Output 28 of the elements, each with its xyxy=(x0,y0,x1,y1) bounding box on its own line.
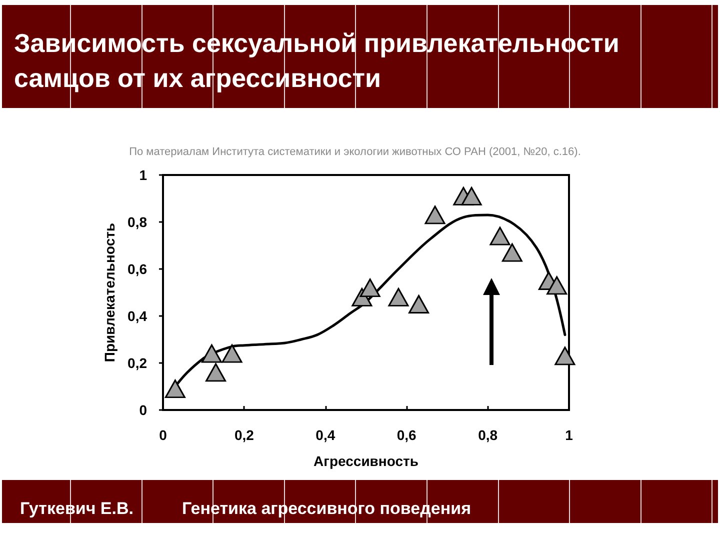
y-axis-title: Привлекательность xyxy=(102,222,118,362)
y-tick-label: 0,6 xyxy=(128,261,148,277)
point xyxy=(424,206,446,224)
point xyxy=(502,243,522,262)
point xyxy=(360,278,380,298)
point xyxy=(206,363,226,382)
x-tick-label: 0,6 xyxy=(396,427,417,443)
x-tick-label: 0,2 xyxy=(234,427,254,443)
text: По материалам Института систематики и экологии животных СО РАН (2001, №20, с.16). xyxy=(128,146,582,158)
point xyxy=(201,344,222,363)
point xyxy=(554,346,576,366)
x-tick-label: 1 xyxy=(565,427,574,443)
x-tick-label: 0,8 xyxy=(478,427,498,443)
y-tick-label: 0 xyxy=(139,402,148,418)
point xyxy=(408,295,430,314)
point xyxy=(388,288,409,306)
point xyxy=(222,344,242,363)
y-tick-label: 1 xyxy=(139,167,148,183)
point xyxy=(546,276,568,295)
point xyxy=(164,380,186,398)
x-tick-label: 0 xyxy=(159,427,168,443)
point xyxy=(490,226,510,246)
x-axis-title: Агрессивность xyxy=(314,453,419,469)
y-tick-label: 0,4 xyxy=(128,308,148,324)
y-tick-label: 0,2 xyxy=(128,355,148,371)
y-tick-label: 0,8 xyxy=(128,214,148,230)
x-tick-label: 0,4 xyxy=(316,427,336,443)
point xyxy=(461,186,482,206)
